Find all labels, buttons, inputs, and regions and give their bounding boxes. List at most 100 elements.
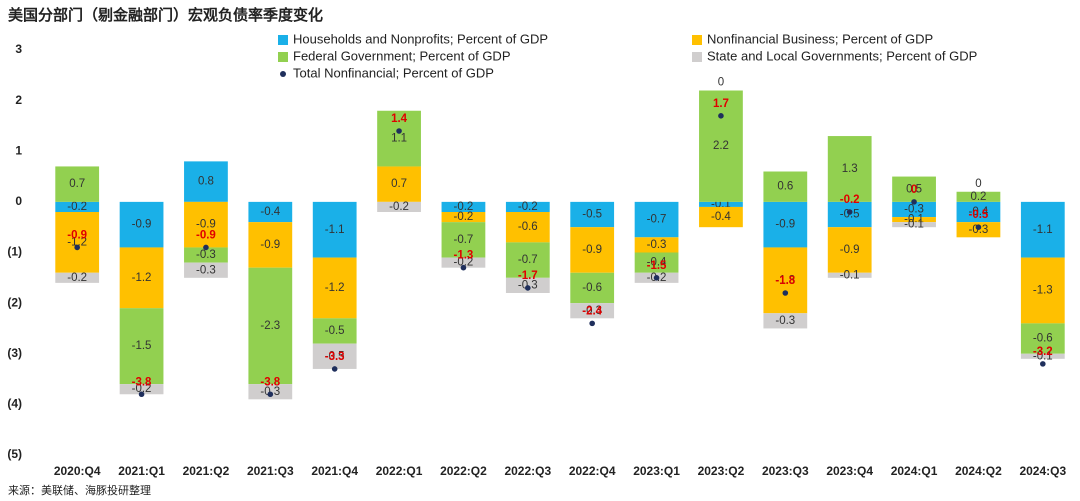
bar-segment xyxy=(248,201,293,223)
bar-segment xyxy=(570,272,615,304)
data-label: -0.9 xyxy=(775,219,795,231)
total-dot xyxy=(1040,361,1046,367)
total-label: 1.7 xyxy=(713,98,729,110)
data-label: -1.1 xyxy=(325,224,345,236)
data-label: -1.2 xyxy=(325,282,345,294)
bar-segment xyxy=(55,166,100,202)
x-tick-label: 2023:Q2 xyxy=(698,464,745,478)
data-label: -0.9 xyxy=(840,244,860,256)
total-dot xyxy=(911,199,917,205)
bar-segment xyxy=(956,191,1001,202)
bar-segment xyxy=(119,247,164,309)
bar-segment xyxy=(892,176,936,202)
data-label: 0.7 xyxy=(69,178,85,190)
y-tick-label: (4) xyxy=(7,397,22,411)
legend-swatch xyxy=(692,35,702,45)
total-dot xyxy=(975,224,982,230)
data-label: -0.9 xyxy=(582,244,602,256)
x-tick-label: 2022:Q4 xyxy=(569,464,616,478)
data-label: 0 xyxy=(975,178,981,190)
bar-segment xyxy=(634,237,679,253)
total-dot xyxy=(138,391,145,398)
data-label: -2.3 xyxy=(260,320,280,332)
bar-segment xyxy=(1020,257,1065,324)
total-dot xyxy=(460,264,467,271)
bar-segment xyxy=(699,206,743,228)
total-dot xyxy=(718,113,724,119)
data-label: -0.3 xyxy=(647,239,667,251)
bar-segment xyxy=(119,384,164,395)
total-label: 0 xyxy=(911,184,917,196)
total-label: -1.3 xyxy=(454,250,474,262)
data-label: -1.3 xyxy=(775,274,795,286)
bar-segment xyxy=(441,212,486,223)
data-label: -0.2 xyxy=(454,257,474,269)
bar-segment xyxy=(441,257,486,268)
data-label: -0.7 xyxy=(647,214,667,226)
legend-label: Households and Nonprofits; Percent of GD… xyxy=(293,31,548,46)
bar-segment xyxy=(377,201,421,212)
bar-segment xyxy=(1020,323,1065,354)
legend-swatch xyxy=(278,52,288,62)
data-label: -1.1 xyxy=(1033,224,1053,236)
data-label: 0.2 xyxy=(970,191,986,203)
data-label: -0.2 xyxy=(454,201,474,213)
bar-segment xyxy=(570,227,615,273)
legend-label: Nonfinancial Business; Percent of GDP xyxy=(707,31,933,46)
data-label: -0.4 xyxy=(711,211,731,223)
total-dot xyxy=(589,320,595,327)
x-tick-label: 2022:Q1 xyxy=(376,464,423,478)
bar-segment xyxy=(570,303,615,319)
bar-segment xyxy=(55,201,100,212)
data-label: -1.3 xyxy=(1033,285,1053,297)
x-tick-label: 2021:Q4 xyxy=(311,464,358,478)
x-tick-label: 2021:Q3 xyxy=(247,464,294,478)
data-label: -0.9 xyxy=(260,239,280,251)
data-label: 1.1 xyxy=(391,133,407,145)
data-label: -0.6 xyxy=(1033,333,1053,345)
total-label: -0.5 xyxy=(969,209,989,221)
bar-segment xyxy=(827,272,872,278)
bar-segment xyxy=(1020,201,1065,258)
bar-segment xyxy=(184,262,228,278)
bar-segment xyxy=(119,308,164,385)
data-label: 0 xyxy=(718,77,724,89)
data-label: -0.3 xyxy=(904,204,924,216)
chart-title: 美国分部门（剔金融部门）宏观负债率季度变化 xyxy=(8,6,323,24)
bar-segment xyxy=(505,212,550,243)
bar-segment xyxy=(184,201,228,248)
data-label: -1.2 xyxy=(67,236,87,248)
bar-segment xyxy=(763,171,808,202)
data-label: -0.4 xyxy=(647,257,667,269)
y-tick-label: (1) xyxy=(7,245,22,259)
legend-swatch xyxy=(692,52,702,62)
data-label: 0.8 xyxy=(198,176,214,188)
bar-segment xyxy=(505,242,550,278)
data-label: -0.5 xyxy=(582,209,602,221)
total-label: -3.3 xyxy=(325,351,345,363)
total-dot xyxy=(267,391,274,398)
total-dot xyxy=(331,366,338,372)
bar-segment xyxy=(892,201,936,218)
legend-dot xyxy=(280,71,286,77)
x-tick-label: 2024:Q3 xyxy=(1019,464,1066,478)
total-label: -1.5 xyxy=(647,260,667,272)
data-label: -0.3 xyxy=(582,305,602,317)
legend-label: Total Nonfinancial; Percent of GDP xyxy=(293,65,494,80)
data-label: 2.2 xyxy=(713,140,729,152)
bar-segment xyxy=(312,201,357,258)
total-label: -0.9 xyxy=(196,229,216,241)
bar-segment xyxy=(505,201,550,212)
data-label: -0.5 xyxy=(325,325,345,337)
total-label: -3.8 xyxy=(260,376,280,388)
data-label: -0.2 xyxy=(132,383,152,395)
data-label: -0.4 xyxy=(260,206,280,218)
bar-segment xyxy=(956,201,1001,223)
data-label: -0.3 xyxy=(775,315,795,327)
data-label: -0.1 xyxy=(904,219,924,231)
data-label: -0.6 xyxy=(518,221,538,233)
data-label: -0.1 xyxy=(840,269,860,281)
y-tick-label: 3 xyxy=(15,42,22,56)
bar-segment xyxy=(441,201,486,212)
bar-segment xyxy=(312,257,357,319)
